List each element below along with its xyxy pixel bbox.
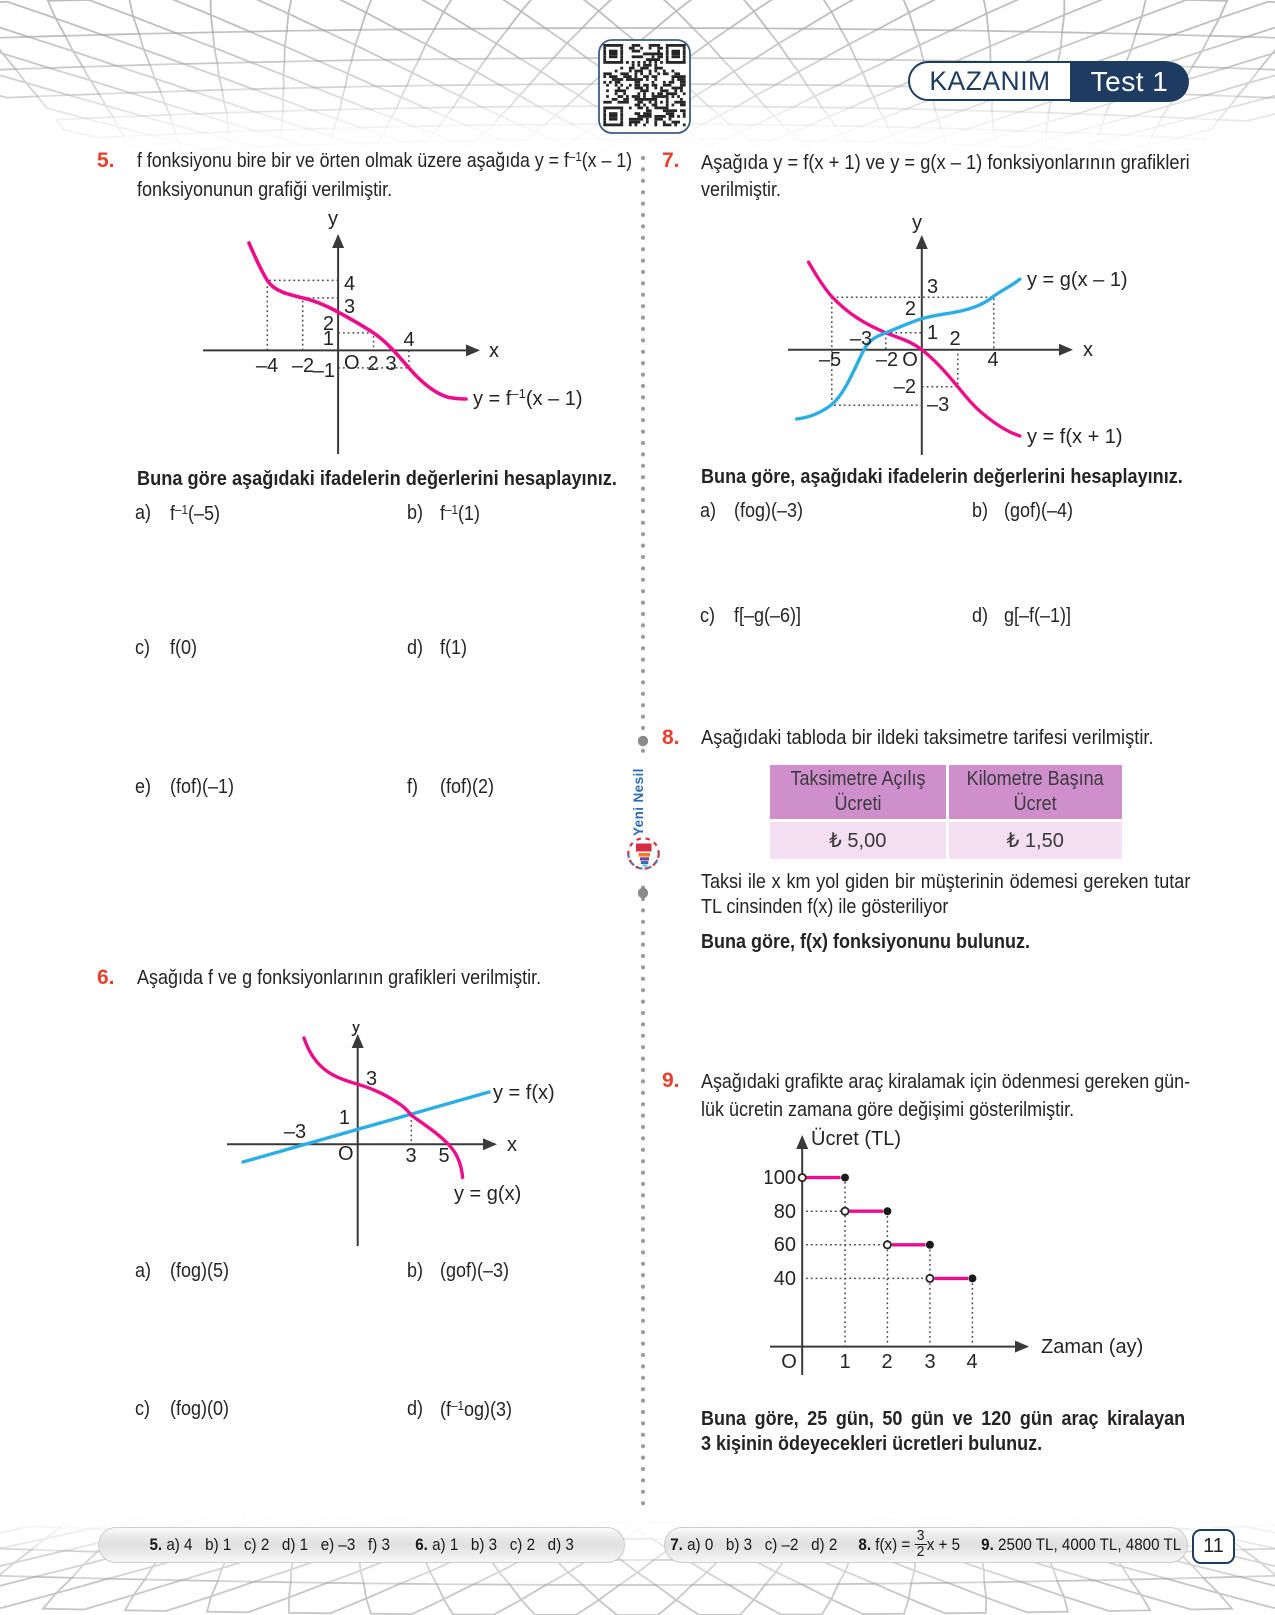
svg-text:2: 2 [949, 328, 960, 350]
svg-text:O: O [344, 352, 360, 374]
svg-text:y = f–1(x – 1): y = f–1(x – 1) [473, 386, 583, 410]
svg-text:4: 4 [966, 1351, 977, 1373]
svg-text:4: 4 [344, 273, 355, 295]
svg-text:–2: –2 [292, 355, 314, 377]
svg-text:–3: –3 [850, 328, 872, 350]
svg-text:60: 60 [774, 1234, 796, 1256]
svg-text:1: 1 [927, 322, 938, 344]
svg-text:Zaman (ay): Zaman (ay) [1041, 1336, 1143, 1358]
svg-text:–2: –2 [876, 349, 898, 371]
svg-text:3: 3 [385, 353, 396, 375]
svg-text:O: O [902, 349, 918, 371]
svg-text:2: 2 [881, 1351, 892, 1373]
svg-text:2: 2 [323, 313, 334, 335]
svg-text:y: y [351, 1024, 361, 1037]
svg-text:4: 4 [403, 329, 414, 351]
svg-text:4: 4 [987, 349, 998, 371]
svg-text:Ücret (TL): Ücret (TL) [811, 1128, 901, 1150]
svg-text:y = g(x): y = g(x) [454, 1183, 521, 1205]
svg-text:2: 2 [905, 298, 916, 320]
svg-text:O: O [781, 1351, 797, 1373]
svg-text:–2: –2 [894, 376, 916, 398]
svg-text:1: 1 [323, 328, 334, 350]
svg-text:y = g(x – 1): y = g(x – 1) [1027, 269, 1128, 291]
svg-text:1: 1 [839, 1351, 850, 1373]
svg-text:–4: –4 [256, 355, 278, 377]
svg-text:x: x [1083, 339, 1093, 361]
svg-text:3: 3 [344, 296, 355, 318]
svg-text:3: 3 [366, 1068, 377, 1090]
svg-text:100: 100 [765, 1167, 796, 1189]
svg-text:y = f(x): y = f(x) [493, 1082, 555, 1104]
svg-text:3: 3 [927, 276, 938, 298]
svg-text:y = f(x + 1): y = f(x + 1) [1027, 426, 1123, 448]
svg-text:y: y [328, 208, 338, 230]
svg-text:3: 3 [924, 1351, 935, 1373]
svg-text:x: x [507, 1134, 517, 1156]
svg-text:40: 40 [774, 1268, 796, 1290]
svg-text:x: x [489, 340, 499, 362]
svg-text:2: 2 [367, 353, 378, 375]
svg-text:y: y [912, 215, 922, 234]
svg-text:O: O [338, 1143, 354, 1165]
svg-text:–5: –5 [819, 349, 841, 371]
svg-text:80: 80 [774, 1201, 796, 1223]
svg-text:3: 3 [405, 1145, 416, 1167]
svg-text:–3: –3 [284, 1121, 306, 1143]
svg-text:–3: –3 [927, 394, 949, 416]
svg-text:5: 5 [438, 1145, 449, 1167]
svg-text:1: 1 [339, 1107, 350, 1129]
svg-text:–1: –1 [313, 360, 335, 382]
